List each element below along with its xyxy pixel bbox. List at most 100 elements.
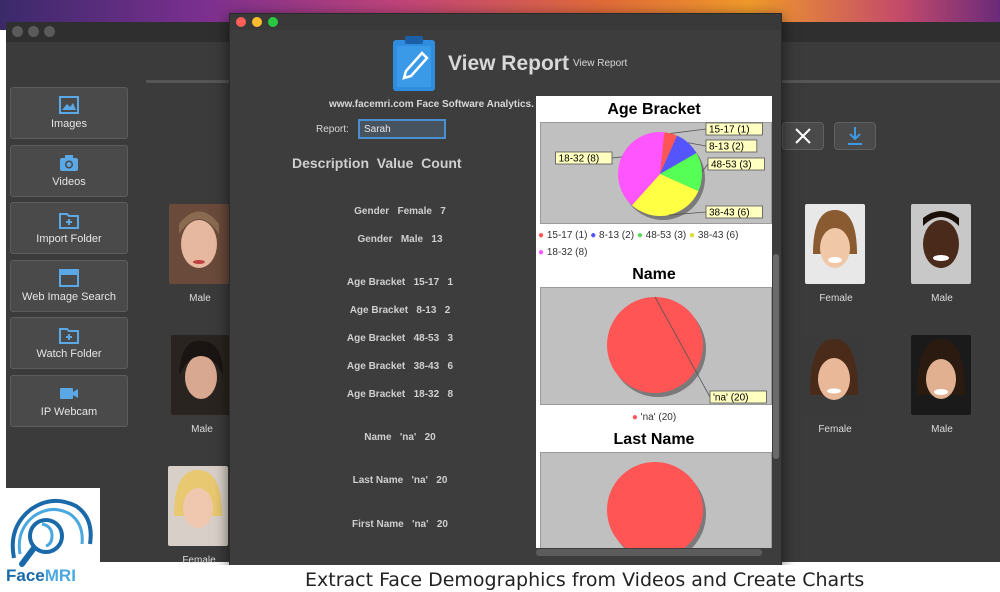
data-label: 8-13 (2)	[709, 142, 744, 153]
face-photo	[911, 204, 971, 284]
face-photo	[168, 466, 228, 546]
data-label-box	[709, 390, 767, 404]
sidebar-item-label: Watch Folder	[36, 348, 102, 360]
report-title: View Report	[448, 52, 569, 75]
close-dot-icon[interactable]	[12, 26, 23, 37]
sidebar-item-images[interactable]: Images	[10, 87, 128, 139]
data-label: 38-43 (6)	[709, 208, 750, 219]
download-button[interactable]	[834, 122, 876, 150]
table-row: Age Bracket 48-53 3	[346, 333, 454, 344]
face-thumbnail[interactable]: Male	[911, 204, 973, 304]
zoom-dot-icon[interactable]	[268, 17, 278, 27]
table-row: Age Bracket 15-17 1	[346, 277, 454, 288]
facemri-logo	[0, 488, 100, 592]
pie-slice	[660, 153, 702, 192]
folder-plus-icon	[59, 328, 79, 344]
label-leader	[688, 142, 707, 147]
site-credit: www.facemri.com Face Software Analytics.	[329, 99, 534, 110]
label-leader	[668, 211, 707, 216]
caption-text: Extract Face Demographics from Videos an…	[305, 569, 865, 591]
label-leader	[701, 163, 709, 173]
sidebar-item-web-image-search[interactable]: Web Image Search	[10, 260, 128, 312]
last-name-pie	[607, 462, 706, 548]
table-row: Gender Male 13	[357, 234, 443, 245]
clipboard-pencil-icon	[393, 36, 435, 91]
pie-slice	[618, 132, 665, 206]
label-leader	[654, 296, 711, 398]
data-label-box	[705, 122, 763, 136]
face-thumbnail[interactable]: Female	[168, 466, 230, 566]
horizontal-scrollbar[interactable]	[536, 549, 762, 556]
table-row: Last Name 'na' 20	[352, 475, 448, 486]
face-gender-label: Male	[189, 293, 211, 304]
sidebar-item-import-folder[interactable]: Import Folder	[10, 202, 128, 254]
sidebar-item-label: IP Webcam	[40, 406, 98, 418]
close-dot-icon[interactable]	[236, 17, 246, 27]
face-thumbnail[interactable]: Male	[171, 335, 233, 435]
pie-slice	[660, 135, 697, 174]
pie-slice	[631, 174, 699, 216]
vertical-scrollbar[interactable]	[773, 254, 779, 459]
table-row: Name 'na' 20	[364, 432, 436, 443]
name-pie: 'na' (20)	[607, 296, 767, 404]
table-row: Age Bracket 38-43 6	[346, 361, 454, 372]
face-photo	[169, 204, 229, 284]
legend-label: 15-17 (1)	[546, 230, 588, 241]
table-row: First Name 'na' 20	[352, 519, 448, 530]
legend-label: 18-32 (8)	[546, 247, 588, 258]
data-label-box	[555, 151, 613, 165]
video-camera-icon	[60, 388, 78, 399]
face-photo	[804, 335, 864, 415]
face-thumbnail[interactable]: Female	[805, 204, 867, 304]
label-leader	[611, 156, 622, 159]
data-label: 15-17 (1)	[709, 125, 750, 136]
camera-icon	[60, 155, 78, 171]
clear-button[interactable]	[782, 122, 824, 150]
face-thumbnail[interactable]: Male	[169, 204, 231, 304]
label-leader	[670, 128, 707, 134]
sidebar-item-watch-folder[interactable]: Watch Folder	[10, 317, 128, 369]
pie-slice	[660, 132, 678, 174]
report-label: Report:	[316, 124, 349, 135]
report-name-input[interactable]	[358, 119, 446, 139]
legend-label: 8-13 (2)	[599, 230, 635, 241]
chart-title: Age Bracket	[607, 101, 701, 118]
folder-plus-icon	[59, 213, 79, 229]
zoom-dot-icon[interactable]	[44, 26, 55, 37]
data-label-box	[707, 157, 765, 171]
minimize-dot-icon[interactable]	[252, 17, 262, 27]
sidebar-item-ip-webcam[interactable]: IP Webcam	[10, 375, 128, 427]
face-gender-label: Male	[931, 424, 953, 435]
sidebar-item-label: Images	[50, 118, 88, 130]
face-gender-label: Male	[191, 424, 213, 435]
chart-panel[interactable]: Age Bracket 15-17 (1) 8-13 (2) 48-53 (3) 38…	[536, 96, 772, 548]
data-label: 18-32 (8)	[559, 154, 600, 165]
report-window: View Report View Report www.facemri.com …	[229, 13, 782, 567]
image-icon	[59, 96, 79, 114]
table-row: Age Bracket 18-32 8	[346, 389, 454, 400]
face-gender-label: Male	[931, 293, 953, 304]
table-header: Description Value Count	[292, 155, 462, 171]
face-thumbnail[interactable]: Male	[911, 335, 973, 435]
pie-slice	[607, 297, 703, 393]
minimize-dot-icon[interactable]	[28, 26, 39, 37]
table-row: Gender Female 7	[354, 206, 446, 217]
legend-item: ● 15-17 (1)	[538, 230, 588, 241]
sidebar-item-videos[interactable]: Videos	[10, 145, 128, 197]
chart-legend: ● 18-32 (8)	[538, 247, 770, 258]
caption-bar	[0, 565, 1000, 592]
age-bracket-pie: 15-17 (1) 8-13 (2) 48-53 (3) 38-43 (6) 18-32…	[555, 122, 765, 220]
face-magnifier-logo-icon	[10, 498, 93, 567]
legend-item: ● 'na' (20)	[631, 412, 677, 423]
report-titlebar	[230, 14, 781, 30]
report-subtitle: View Report	[573, 58, 628, 69]
chart-legend: ● 15-17 (1) ● 8-13 (2) ● 48-53 (3) ● 38-…	[538, 230, 770, 241]
pie-slice	[607, 462, 703, 548]
download-icon	[848, 127, 862, 145]
face-gender-label: Female	[819, 293, 853, 304]
sidebar-item-label: Videos	[52, 176, 86, 188]
chart-title: Name	[632, 266, 676, 283]
sidebar-item-label: Import Folder	[36, 233, 102, 245]
face-photo	[171, 335, 231, 415]
face-thumbnail[interactable]: Female	[804, 335, 866, 435]
